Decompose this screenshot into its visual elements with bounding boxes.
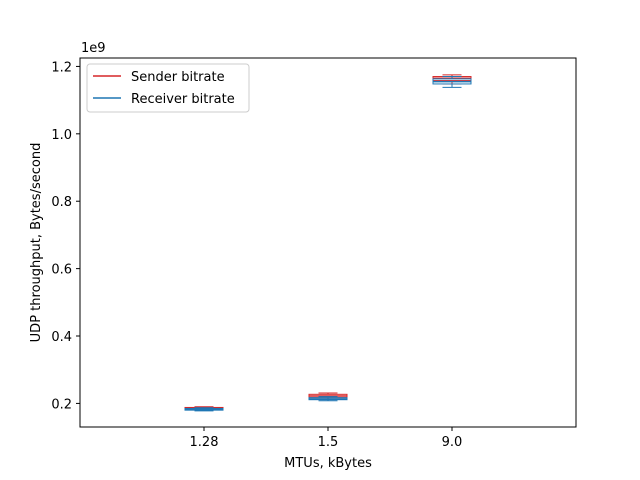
legend: Sender bitrate Receiver bitrate [86, 63, 250, 113]
box-series-group [184, 74, 472, 412]
y-tick-label: 0.2 [51, 397, 72, 412]
y-tick-label: 0.6 [51, 263, 72, 278]
y-axis: 0.2 0.4 0.6 0.8 1.0 1.2 [51, 60, 80, 412]
box-receiver-1 [308, 396, 348, 402]
legend-label-sender: Sender bitrate [131, 70, 225, 85]
x-tick-label: 1.28 [190, 435, 219, 450]
y-tick-label: 0.8 [51, 195, 72, 210]
y-axis-label: UDP throughput, Bytes/second [29, 143, 44, 343]
y-tick-label: 0.4 [51, 330, 72, 345]
legend-label-receiver: Receiver bitrate [131, 92, 235, 107]
x-axis: 1.28 1.5 9.0 [190, 427, 463, 450]
box-receiver-2 [432, 76, 472, 88]
plot-area [80, 58, 576, 427]
x-axis-label: MTUs, kBytes [284, 456, 372, 471]
y-tick-label: 1.0 [51, 128, 72, 143]
legend-frame [86, 63, 250, 113]
x-tick-label: 1.5 [318, 435, 339, 450]
x-tick-label: 9.0 [442, 435, 463, 450]
y-tick-label: 1.2 [51, 60, 72, 75]
y-offset-text: 1e9 [81, 41, 106, 56]
plot-frame [79, 57, 577, 428]
box-receiver-0 [184, 407, 224, 412]
